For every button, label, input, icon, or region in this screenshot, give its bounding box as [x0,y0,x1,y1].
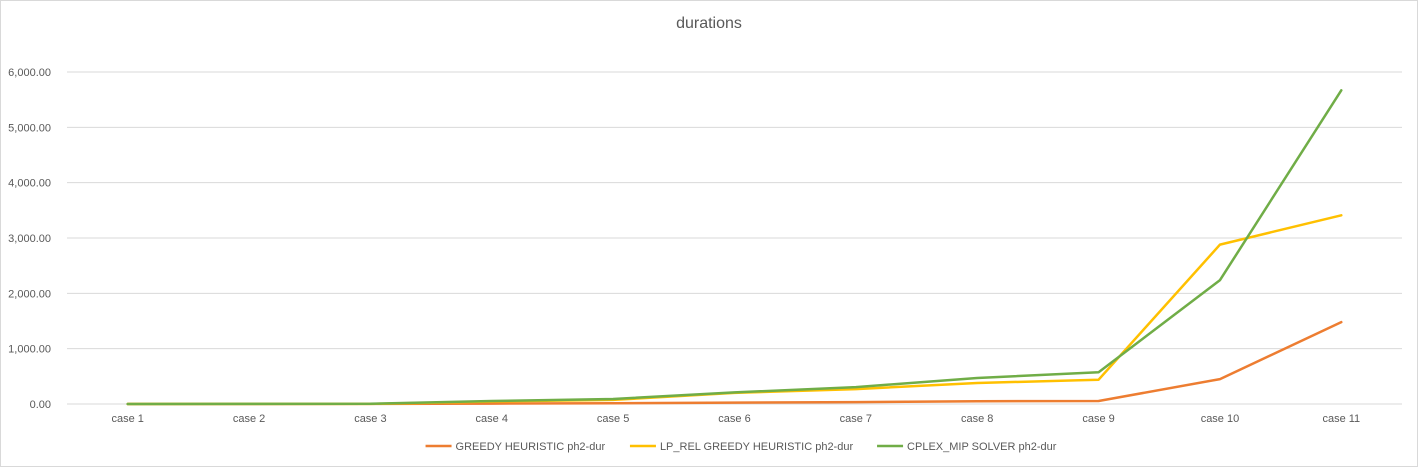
x-tick-label: case 6 [718,413,750,425]
x-tick-label: case 1 [111,413,143,425]
x-tick-label: case 2 [233,413,265,425]
y-tick-label: 0.00 [30,399,51,411]
y-axis-ticks: 0.00 1,000.00 2,000.00 3,000.00 4,000.00 5,00… [8,67,51,411]
y-tick-label: 4,000.00 [8,178,51,190]
y-tick-label: 5,000.00 [8,122,51,134]
chart-title: durations [676,15,742,32]
x-tick-label: case 10 [1201,413,1240,425]
y-tick-label: 2,000.00 [8,288,51,300]
legend-label: GREEDY HEURISTIC ph2-dur [456,441,606,453]
y-tick-label: 3,000.00 [8,233,51,245]
legend-label: LP_REL GREEDY HEURISTIC ph2-dur [660,441,854,453]
y-tick-label: 1,000.00 [8,344,51,356]
x-tick-label: case 8 [961,413,993,425]
x-tick-label: case 3 [354,413,386,425]
x-tick-label: case 4 [476,413,508,425]
gridlines [67,71,1402,405]
legend: GREEDY HEURISTIC ph2-dur LP_REL GREEDY HE… [425,441,1057,453]
series-line [126,214,1343,406]
x-tick-label: case 7 [840,413,872,425]
series-line [126,89,1343,406]
x-tick-label: case 11 [1322,413,1360,425]
x-tick-label: case 9 [1082,413,1114,425]
y-tick-label: 6,000.00 [8,67,51,79]
x-axis-ticks: case 1 case 2 case 3 case 4 case 5 case 6 case… [111,413,1360,425]
x-tick-label: case 5 [597,413,629,425]
legend-label: CPLEX_MIP SOLVER ph2-dur [907,441,1057,453]
series-lines [126,89,1343,406]
